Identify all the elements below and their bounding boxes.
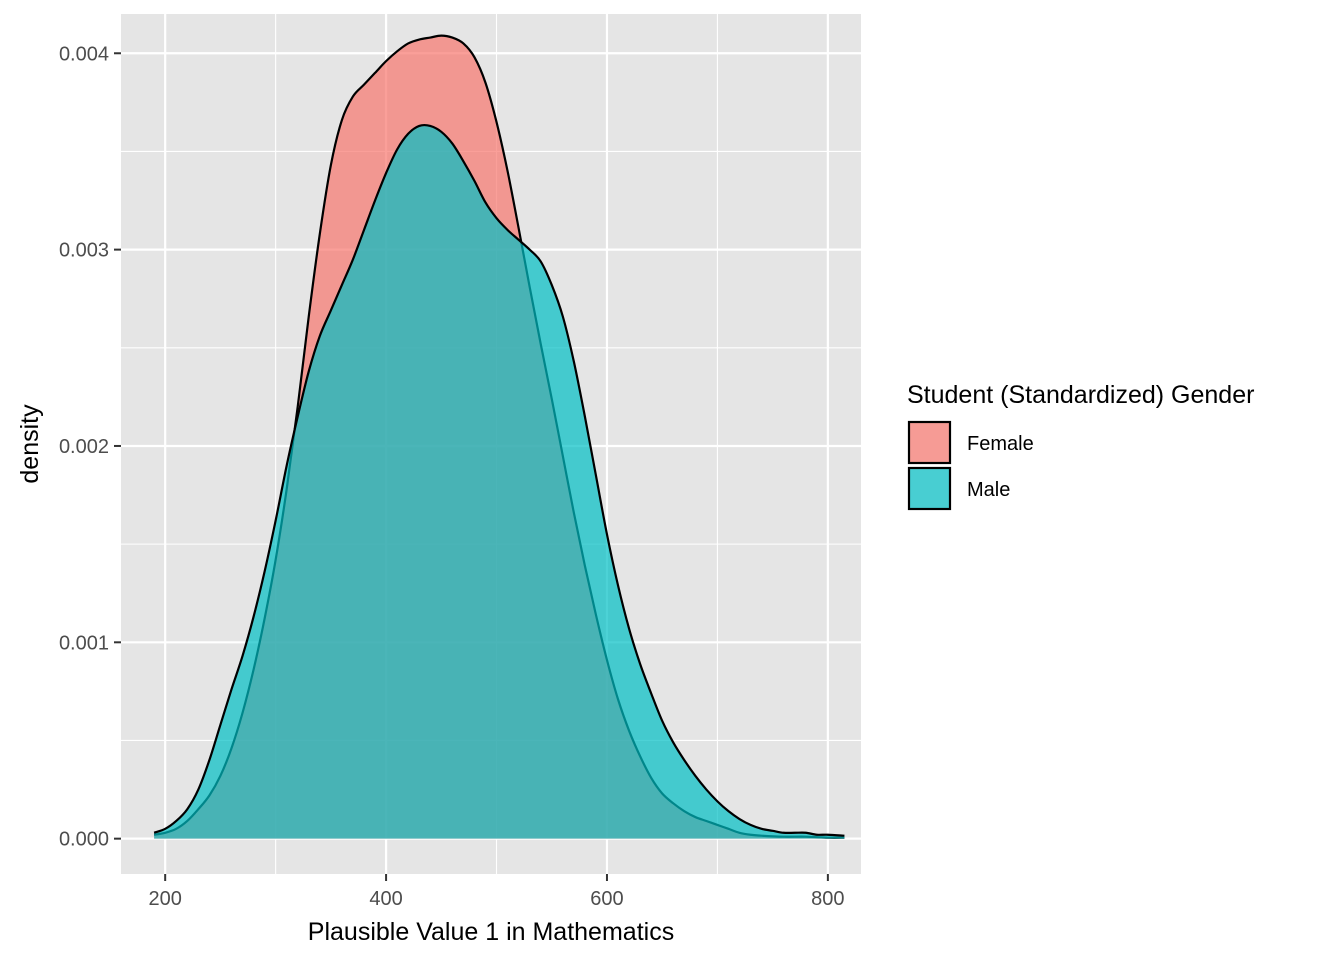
y-tick-label: 0.003 xyxy=(59,240,109,262)
x-tick-label: 600 xyxy=(590,888,623,910)
x-tick-label: 200 xyxy=(148,888,181,910)
y-tick-label: 0.000 xyxy=(59,829,109,851)
x-tick-label: 800 xyxy=(811,888,844,910)
density-area-male xyxy=(154,125,845,839)
y-tick-label: 0.002 xyxy=(59,436,109,458)
density-line-male xyxy=(153,123,845,837)
legend-label-male: Male xyxy=(967,479,1010,501)
y-axis: 0.000 0.001 0.002 0.003 0.004 xyxy=(59,43,121,851)
x-axis-title: Plausible Value 1 in Mathematics xyxy=(308,918,674,946)
y-tick-label: 0.001 xyxy=(59,632,109,654)
legend: Student (Standardized) Gender Female Male xyxy=(907,381,1254,511)
density-areas xyxy=(153,34,845,839)
legend-title: Student (Standardized) Gender xyxy=(907,381,1254,409)
x-tick-label: 400 xyxy=(369,888,402,910)
x-axis: 200 400 600 800 xyxy=(148,874,845,910)
legend-swatch-female xyxy=(907,420,952,465)
legend-label-female: Female xyxy=(967,433,1034,455)
y-axis-title: density xyxy=(16,404,44,484)
legend-swatch-male xyxy=(907,466,952,511)
y-tick-label: 0.004 xyxy=(59,43,109,65)
